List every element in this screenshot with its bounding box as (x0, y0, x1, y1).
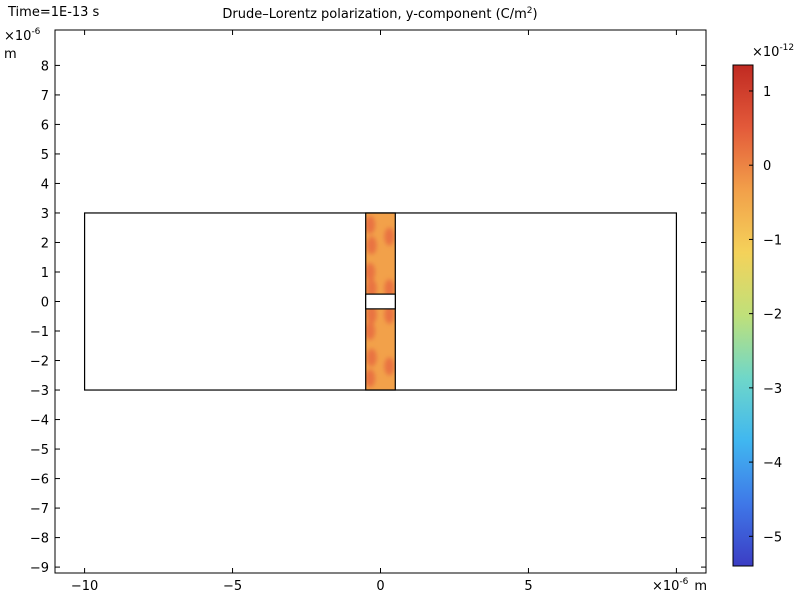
field-hotspot (366, 279, 377, 298)
field-hotspot (366, 305, 377, 324)
gap-region (365, 293, 396, 310)
y-tick-label: −8 (30, 532, 49, 547)
y-tick-label: 6 (41, 118, 49, 133)
y-tick-label: 0 (41, 296, 49, 311)
y-scale-label: ×10-6 (4, 27, 41, 44)
colorbar-tick-label: −2 (763, 308, 782, 323)
y-tick-label: −2 (30, 355, 49, 370)
y-tick-label: 4 (41, 177, 49, 192)
x-tick-label: −10 (71, 579, 98, 594)
y-tick-label: −4 (30, 414, 49, 429)
x-scale-label: ×10-6 m (652, 577, 707, 594)
x-axis: −10 −5 0 5 (71, 30, 677, 594)
field-hotspot (366, 236, 377, 255)
slab-hotspots (365, 215, 395, 388)
y-tick-label: −6 (30, 473, 49, 488)
y-tick-label: −3 (30, 384, 49, 399)
geometry (83, 212, 678, 391)
field-hotspot (365, 262, 376, 281)
field-hotspot (384, 305, 395, 324)
field-hotspot (365, 215, 376, 234)
chart-title: Drude–Lorentz polarization, y-component … (222, 6, 537, 22)
colorbar-tick-label: 1 (763, 85, 771, 100)
y-tick-label: −1 (30, 325, 49, 340)
y-unit-label: m (4, 47, 17, 62)
y-tick-label: 8 (41, 59, 49, 74)
y-tick-label: −7 (30, 502, 49, 517)
colorbar-tick-label: −5 (763, 530, 782, 545)
y-axis: −9 −8 −7 −6 −5 −4 −3 −2 −1 0 1 2 3 4 5 6 7 8 (30, 59, 706, 576)
colorbar-tick-label: −1 (763, 233, 782, 248)
colorbar-scale-label: ×10-12 (752, 43, 794, 60)
colorbar-tick-label: −3 (763, 382, 782, 397)
field-hotspot (384, 357, 395, 376)
colorbar-tick-label: 0 (763, 159, 771, 174)
field-hotspot (365, 322, 376, 341)
field-hotspot (366, 348, 377, 367)
colorbar-tick-label: −4 (763, 456, 782, 471)
y-tick-label: 5 (41, 148, 49, 163)
y-tick-label: −9 (30, 561, 49, 576)
y-tick-label: 1 (41, 266, 49, 281)
y-tick-label: 3 (41, 207, 49, 222)
y-tick-label: 7 (41, 89, 49, 104)
time-label: Time=1E-13 s (7, 5, 100, 20)
field-hotspot (365, 369, 376, 388)
y-tick-label: −5 (30, 443, 49, 458)
x-tick-label: 0 (376, 579, 384, 594)
x-tick-label: −5 (223, 579, 242, 594)
colorbar-bar (732, 64, 754, 567)
colorbar: −5 −4 −3 −2 −1 0 1 (732, 64, 782, 567)
x-tick-label: 5 (524, 579, 532, 594)
y-tick-label: 2 (41, 236, 49, 251)
field-hotspot (384, 227, 395, 246)
field-hotspot (384, 279, 395, 298)
